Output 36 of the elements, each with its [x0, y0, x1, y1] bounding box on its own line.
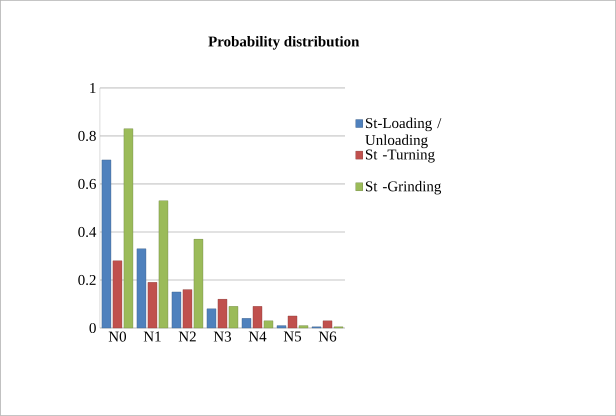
bar [252, 306, 262, 328]
bar [228, 306, 238, 328]
bar [136, 248, 146, 328]
legend-label: St-Loading / Unloading [365, 118, 442, 148]
y-tick-label: 0.2 [78, 274, 96, 286]
bar [242, 318, 252, 328]
bar [194, 239, 204, 328]
legend-label: St -Grinding [366, 180, 442, 194]
y-tick-label: 0.6 [78, 178, 96, 190]
x-tick-label: N6 [318, 332, 336, 342]
x-tick-label: N4 [248, 332, 266, 342]
bar [172, 292, 182, 328]
y-tick-label: 0.4 [78, 226, 96, 238]
bar [276, 325, 286, 328]
bar [124, 128, 134, 328]
legend-label: St -Turning [366, 149, 435, 163]
x-tick-label: N1 [144, 332, 161, 342]
x-tick-label: N0 [108, 332, 126, 342]
y-tick-label: 0 [90, 322, 96, 334]
bar [158, 200, 168, 328]
bar [112, 260, 122, 328]
y-tick-label: 1 [90, 83, 96, 93]
bar [206, 308, 216, 328]
bar [102, 160, 112, 328]
y-tick-label: 0.8 [78, 130, 96, 142]
bar [288, 316, 298, 328]
x-tick-label: N3 [214, 332, 232, 342]
x-tick-label: N2 [178, 332, 196, 342]
x-tick-label: N5 [284, 332, 302, 342]
bar [218, 299, 228, 328]
chart-title: Probability distribution [208, 36, 360, 50]
bar [264, 320, 274, 328]
bar [298, 325, 308, 328]
bar [148, 282, 158, 328]
bar [182, 289, 192, 328]
bar [322, 320, 332, 328]
